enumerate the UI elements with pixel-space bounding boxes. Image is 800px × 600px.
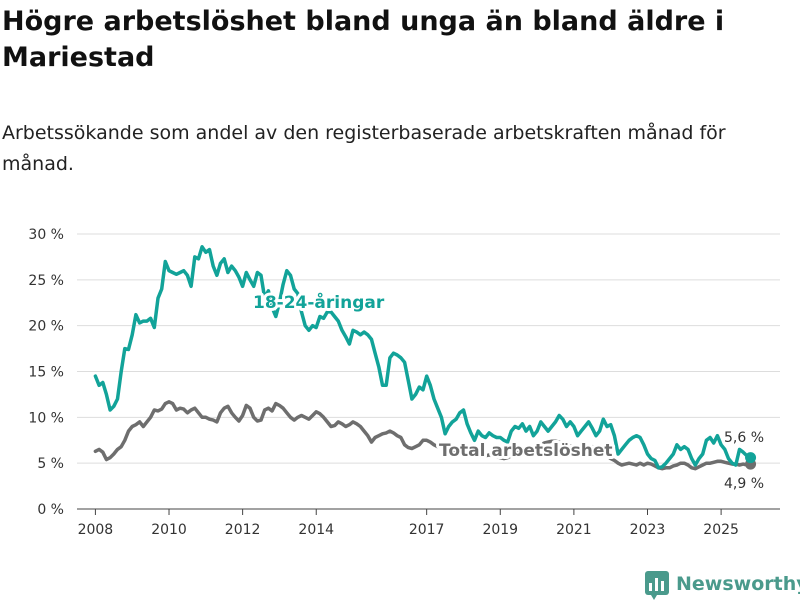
y-axis-ticks: 0 % 5 % 10 % 15 % 20 % 25 % 30 %: [28, 227, 64, 518]
series-line-youth: [93, 245, 753, 470]
y-tick-label: 25 %: [28, 273, 64, 289]
endpoint-marker-youth: [745, 452, 757, 464]
x-tick-label: 2010: [151, 522, 187, 538]
series-endpoints: [745, 452, 757, 470]
series-label-youth: 18-24-åringar: [253, 291, 385, 313]
brand-name: Newsworthy: [676, 573, 800, 595]
y-tick-label: 10 %: [28, 410, 64, 426]
series-line-total: [93, 400, 753, 471]
end-label-youth: 5,6 %: [724, 430, 764, 446]
y-tick-label: 20 %: [28, 319, 64, 335]
x-tick-label: 2019: [482, 522, 518, 538]
x-axis: 2008 2010 2012 2014 2017 2019 2021 2023 2025: [78, 509, 739, 538]
y-tick-label: 5 %: [37, 456, 64, 472]
chart-subtitle: Arbetssökande som andel av den registerb…: [2, 122, 726, 175]
x-tick-label: 2023: [630, 522, 666, 538]
x-tick-label: 2017: [409, 522, 445, 538]
y-tick-label: 30 %: [28, 227, 64, 243]
series-lines: [93, 245, 753, 471]
x-tick-label: 2014: [298, 522, 334, 538]
grid-lines: [77, 233, 780, 510]
y-tick-label: 15 %: [28, 365, 64, 381]
series-label-total: Total arbetslöshet: [439, 441, 613, 461]
chart-title: Högre arbetslöshet bland unga än bland ä…: [2, 6, 725, 73]
x-tick-label: 2025: [703, 522, 739, 538]
end-label-total: 4,9 %: [724, 476, 764, 492]
y-tick-label: 0 %: [37, 502, 64, 518]
x-tick-label: 2021: [556, 522, 592, 538]
x-tick-label: 2008: [78, 522, 114, 538]
newsworthy-logo[interactable]: Newsworthy: [645, 571, 800, 600]
x-tick-label: 2012: [225, 522, 261, 538]
bar-chart-logo-icon: [645, 571, 669, 600]
